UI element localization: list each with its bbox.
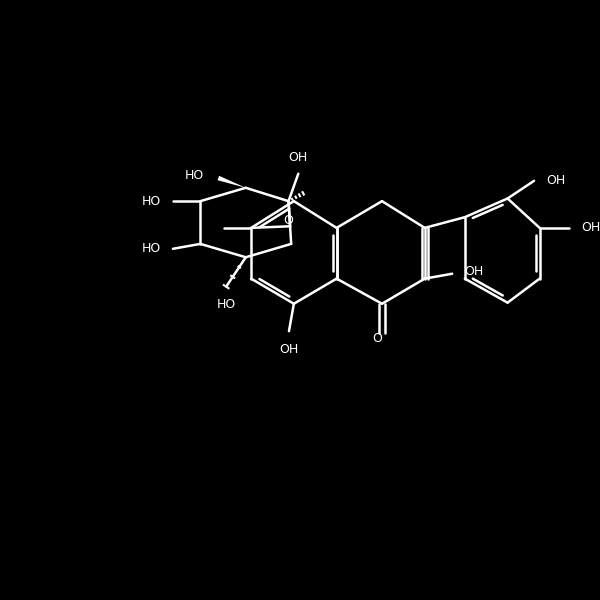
Text: HO: HO [184, 169, 203, 182]
Text: OH: OH [280, 343, 299, 356]
Polygon shape [218, 176, 246, 188]
Text: OH: OH [464, 265, 483, 278]
Text: OH: OH [581, 221, 600, 235]
Text: OH: OH [546, 175, 565, 187]
Text: HO: HO [142, 194, 161, 208]
Text: O: O [372, 332, 382, 344]
Text: HO: HO [142, 242, 161, 255]
Text: O: O [283, 214, 293, 227]
Text: HO: HO [217, 298, 236, 311]
Text: OH: OH [289, 151, 308, 164]
